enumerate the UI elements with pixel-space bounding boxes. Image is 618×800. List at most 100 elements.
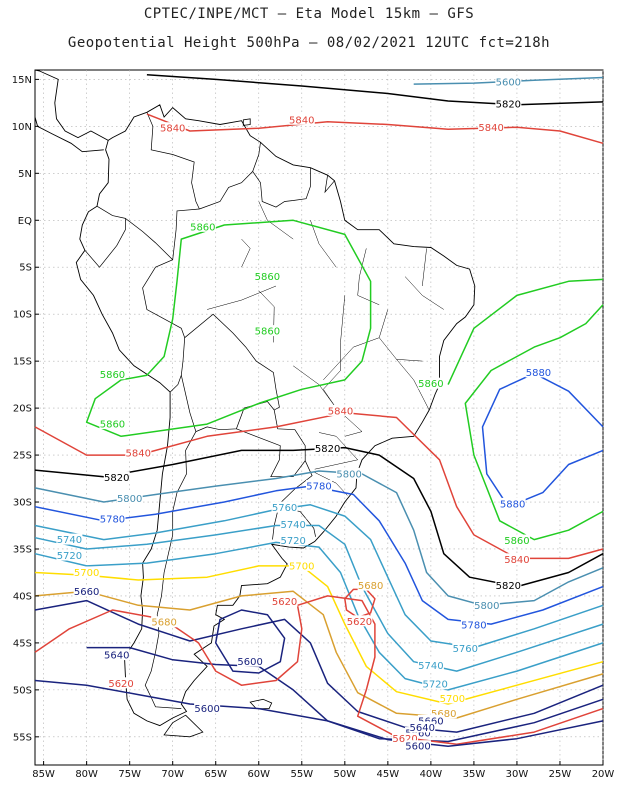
contour-label-bg bbox=[495, 76, 522, 88]
state-border bbox=[323, 337, 380, 381]
contour-label-bg bbox=[271, 501, 298, 513]
contour-label-bg bbox=[103, 649, 130, 661]
contour-label-bg bbox=[314, 442, 341, 454]
contour-label-bg bbox=[254, 270, 281, 282]
country-border bbox=[184, 313, 280, 411]
contour-label: 5840 bbox=[289, 115, 314, 126]
contour-label: 5740 bbox=[57, 535, 82, 546]
contour-label-bg bbox=[125, 447, 152, 459]
contour-label: 5680 bbox=[358, 581, 383, 592]
contour-label: 5600 bbox=[237, 657, 262, 668]
lon-label: 35W bbox=[463, 769, 486, 780]
lat-label: 55S bbox=[13, 732, 32, 743]
contour-label: 5840 bbox=[328, 406, 353, 417]
contour-5720 bbox=[34, 541, 604, 691]
country-border bbox=[146, 112, 200, 210]
contour-label: 5780 bbox=[306, 482, 331, 493]
contour-label: 5680 bbox=[151, 618, 176, 629]
state-border bbox=[404, 276, 444, 310]
contour-label: 5760 bbox=[272, 503, 297, 514]
contour-label: 5720 bbox=[422, 680, 447, 691]
lon-label: 25W bbox=[549, 769, 572, 780]
contour-label: 5720 bbox=[57, 551, 82, 562]
contour-label: 5620 bbox=[347, 617, 372, 628]
contour-label: 5820 bbox=[496, 581, 521, 592]
contour-label: 5600 bbox=[496, 78, 521, 89]
contour-label-bg bbox=[99, 418, 126, 430]
contour-label-bg bbox=[417, 377, 444, 389]
contour-5640 bbox=[86, 646, 604, 743]
contour-label-bg bbox=[288, 559, 315, 571]
map-subtitle: Geopotential Height 500hPa – 08/02/2021 … bbox=[67, 35, 551, 51]
coastline-central-america bbox=[34, 116, 104, 153]
lon-label: 75W bbox=[118, 769, 141, 780]
state-border bbox=[422, 248, 427, 287]
contour-label-bg bbox=[73, 566, 100, 578]
lon-label: 40W bbox=[420, 769, 443, 780]
contour-label-bg bbox=[422, 678, 449, 690]
contour-label-bg bbox=[336, 467, 363, 479]
contour-label: 5860 bbox=[418, 379, 443, 390]
contour-label: 5860 bbox=[100, 420, 125, 431]
contour-label-bg bbox=[460, 619, 487, 631]
contour-label: 5640 bbox=[410, 723, 435, 734]
contour-label-bg bbox=[503, 534, 530, 546]
contour-label-bg bbox=[237, 655, 264, 667]
lat-lon-grid bbox=[35, 70, 604, 765]
country-border bbox=[144, 431, 197, 709]
contour-5840 bbox=[146, 113, 604, 145]
contour-label-bg bbox=[392, 732, 419, 744]
coastline-south-america bbox=[75, 104, 476, 727]
contour-label: 5820 bbox=[315, 444, 340, 455]
contour-label-bg bbox=[151, 616, 178, 628]
lon-label: 55W bbox=[290, 769, 313, 780]
contour-label-bg bbox=[417, 659, 444, 671]
lat-label: 35S bbox=[13, 544, 32, 555]
contour-label: 5840 bbox=[126, 449, 151, 460]
contour-label-bg bbox=[103, 471, 130, 483]
contour-label-bg bbox=[56, 533, 83, 545]
contour-label-bg bbox=[404, 740, 431, 752]
contour-label: 5660 bbox=[74, 587, 99, 598]
lat-label: 10N bbox=[12, 122, 32, 133]
coastline-tierra-del-fuego bbox=[163, 714, 204, 738]
contour-label-bg bbox=[99, 368, 126, 380]
lon-label: 85W bbox=[32, 769, 55, 780]
contour-5600 bbox=[214, 609, 286, 674]
contour-label-bg bbox=[357, 579, 384, 591]
contour-label: 5740 bbox=[418, 661, 443, 672]
contour-5880 bbox=[481, 372, 604, 508]
lon-label: 30W bbox=[506, 769, 529, 780]
contour-label: 5880 bbox=[500, 499, 525, 510]
contour-label: 5820 bbox=[496, 99, 521, 110]
contour-label-bg bbox=[452, 642, 479, 654]
contour-5860 bbox=[447, 278, 604, 385]
lon-label: 65W bbox=[204, 769, 227, 780]
contour-label: 5600 bbox=[194, 704, 219, 715]
lon-label: 60W bbox=[247, 769, 270, 780]
contour-5860 bbox=[464, 304, 604, 541]
contour-label-bg bbox=[189, 220, 216, 232]
contour-label-bg bbox=[495, 579, 522, 591]
lat-label: 10S bbox=[13, 310, 32, 321]
coastline-central-america bbox=[34, 69, 109, 141]
state-border bbox=[378, 309, 423, 362]
country-border bbox=[84, 218, 126, 268]
lat-label: 50S bbox=[13, 685, 32, 696]
contour-labels: 5600 5820 5840 5840 5840 5860 5860 5860 5860 5860… bbox=[56, 76, 552, 753]
contour-label-bg bbox=[194, 702, 221, 714]
contour-5660 bbox=[34, 599, 604, 733]
country-border bbox=[199, 142, 261, 210]
map-title: CPTEC/INPE/MCT – Eta Model 15km – GFS bbox=[143, 6, 475, 22]
contour-label: 5640 bbox=[104, 651, 129, 662]
lat-label: 15S bbox=[13, 357, 32, 368]
contour-5800 bbox=[34, 470, 604, 607]
contour-label-bg bbox=[108, 677, 135, 689]
contour-label: 5740 bbox=[280, 520, 305, 531]
contour-5600 bbox=[34, 679, 604, 747]
state-border bbox=[396, 359, 430, 411]
country-border bbox=[324, 175, 335, 194]
lon-label: 20W bbox=[592, 769, 615, 780]
contour-label: 5800 bbox=[474, 601, 499, 612]
